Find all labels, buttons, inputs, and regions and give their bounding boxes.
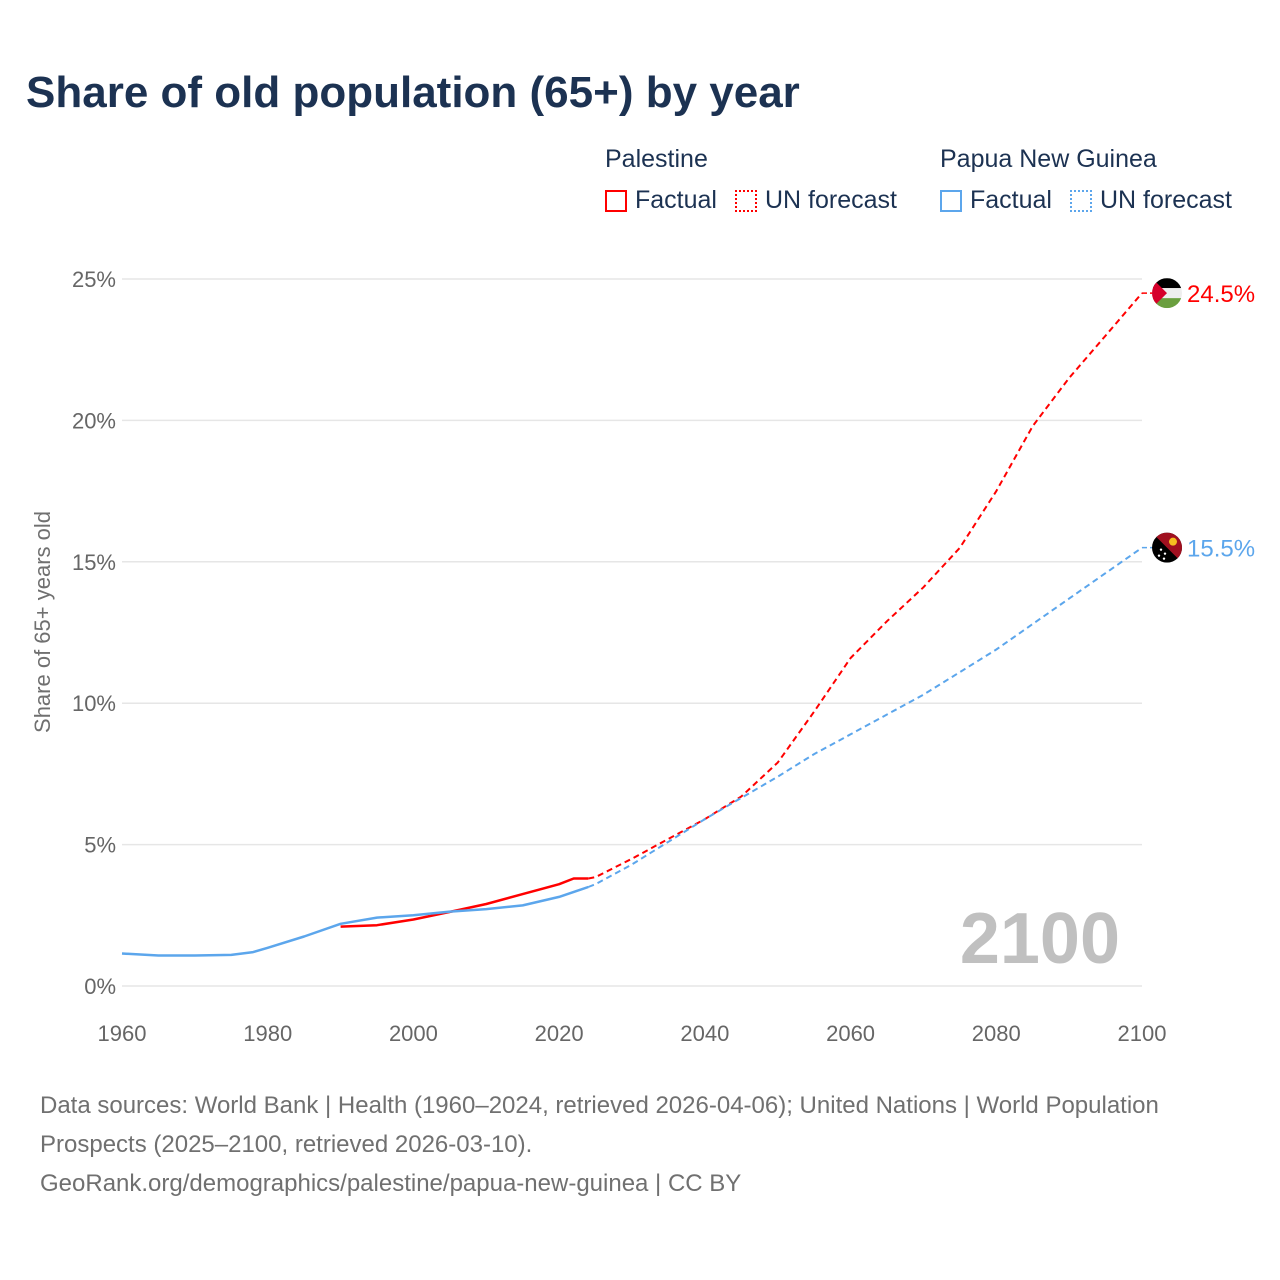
flag-star	[1157, 554, 1161, 557]
x-tick-label: 2000	[389, 1021, 438, 1046]
flag-star	[1162, 557, 1166, 560]
papua-new-guinea-forecast-line	[587, 546, 1143, 888]
papua-new-guinea-end-value: 15.5%	[1187, 536, 1255, 563]
y-tick-label: 25%	[72, 267, 116, 292]
flag-star	[1159, 548, 1163, 551]
flag-stripe	[1152, 298, 1182, 309]
legend-label: UN forecast	[1099, 186, 1232, 214]
legend-item-factual[interactable]: Factual	[605, 186, 717, 215]
legend-swatch	[940, 189, 962, 212]
legend-papua-new-guinea: Papua New Guinea Factual UN forecast	[940, 145, 1250, 215]
legend-swatch	[1069, 189, 1092, 212]
flag-triangle	[1152, 278, 1167, 309]
source-link[interactable]: GeoRank.org/demographics/palestine/papua…	[40, 1170, 742, 1197]
palestine-forecast-line	[588, 292, 1143, 880]
legend-label: Factual	[635, 186, 717, 214]
flag-star	[1163, 552, 1167, 555]
legend-label: UN forecast	[764, 186, 897, 214]
papua-new-guinea-flag-icon	[1152, 532, 1182, 563]
legend-swatch	[734, 189, 757, 212]
data-sources: Data sources: World Bank | Health (1960–…	[40, 1092, 1159, 1158]
palestine-flag-icon	[1152, 278, 1182, 309]
x-tick-label: 1960	[98, 1021, 147, 1046]
legend-item-forecast[interactable]: UN forecast	[1069, 186, 1232, 215]
x-tick-label: 2020	[535, 1021, 584, 1046]
year-watermark: 2100	[960, 899, 1120, 979]
y-tick-label: 20%	[72, 408, 116, 433]
y-tick-label: 0%	[84, 974, 116, 999]
flag-stripe	[1152, 278, 1182, 289]
legend-country-label: Palestine	[605, 145, 708, 173]
legend-label: Factual	[970, 186, 1052, 214]
x-tick-label: 2080	[972, 1021, 1021, 1046]
palestine-factual-line	[340, 877, 589, 928]
legend-item-factual[interactable]: Factual	[940, 186, 1052, 215]
flag-bird	[1169, 537, 1177, 546]
legend-swatch	[605, 189, 627, 212]
y-tick-label: 5%	[84, 833, 116, 858]
chart-title: Share of old population (65+) by year	[26, 68, 800, 117]
footer: Data sources: World Bank | Health (1960–…	[40, 1086, 1240, 1203]
legend-country-label: Papua New Guinea	[940, 145, 1157, 173]
y-axis-label: Share of 65+ years old	[30, 511, 55, 733]
palestine-end-value: 24.5%	[1187, 281, 1255, 308]
legend-item-forecast[interactable]: UN forecast	[734, 186, 897, 215]
x-tick-label: 2060	[826, 1021, 875, 1046]
x-tick-label: 1980	[243, 1021, 292, 1046]
y-tick-label: 10%	[72, 691, 116, 716]
x-tick-label: 2040	[680, 1021, 729, 1046]
legend-palestine: Palestine Factual UN forecast	[605, 145, 915, 215]
x-tick-label: 2100	[1118, 1021, 1167, 1046]
papua-new-guinea-factual-line	[121, 885, 589, 957]
y-tick-label: 15%	[72, 550, 116, 575]
